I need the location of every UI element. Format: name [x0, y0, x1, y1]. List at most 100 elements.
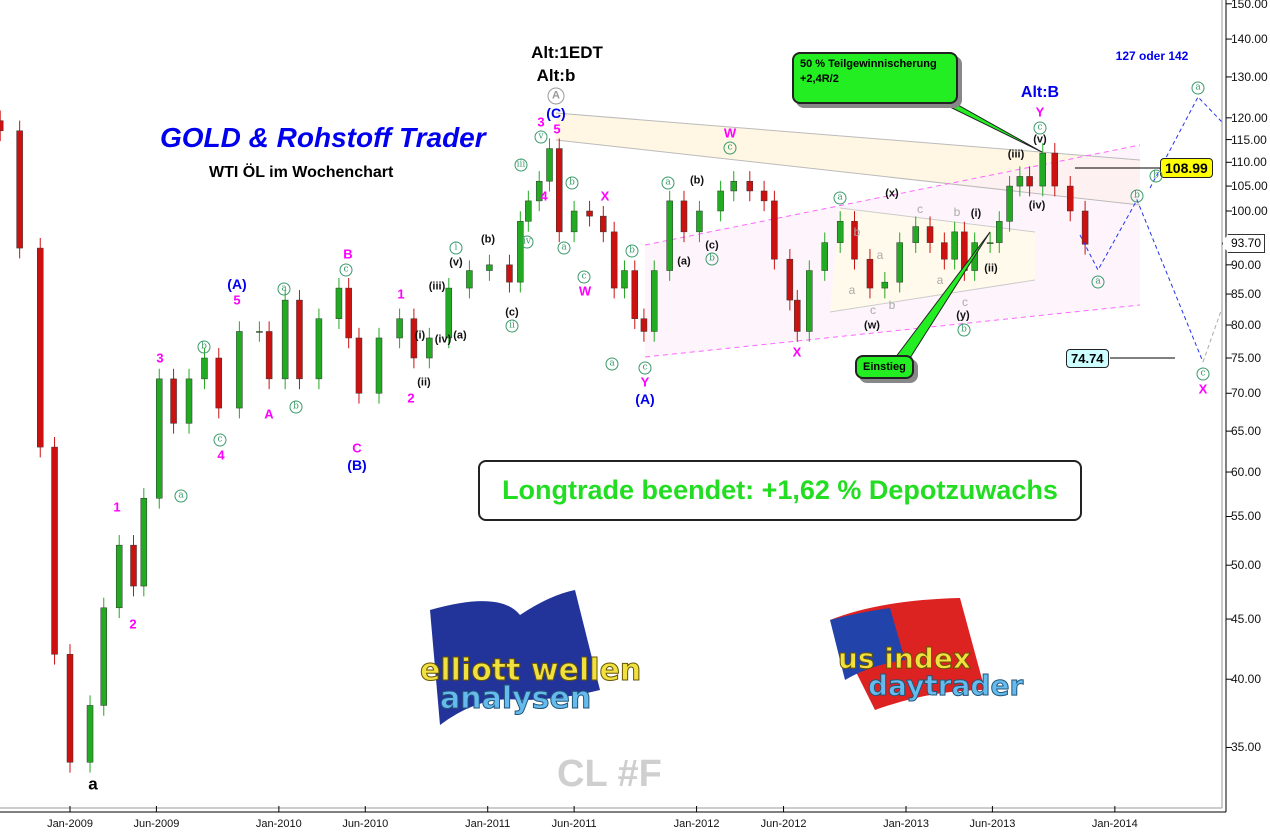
wave-label: b: [957, 323, 971, 337]
y-tick-label: 105.00: [1231, 179, 1268, 194]
wave-label: a: [174, 489, 188, 503]
wave-label: a: [277, 282, 291, 296]
x-tick-label: Jan-2011: [465, 818, 511, 830]
candle-body: [296, 299, 303, 380]
candle-body: [215, 357, 223, 409]
wave-label: X: [792, 344, 802, 360]
candle-body: [355, 337, 363, 394]
wave-label: 1: [113, 499, 121, 515]
candle-body: [410, 318, 418, 359]
candle-body: [170, 378, 177, 424]
wave-label: b: [705, 252, 719, 266]
chart-subtitle: WTI ÖL im Wochenchart: [209, 164, 394, 181]
symbol-label: CL #F: [557, 753, 662, 795]
candle-body: [375, 337, 383, 394]
wave-label: a: [936, 273, 944, 287]
wave-label: 4: [540, 188, 548, 204]
x-tick-label: Jun-2013: [969, 818, 1016, 830]
wave-label: b: [953, 205, 961, 219]
candle-body: [426, 337, 433, 359]
y-tick-label: 120.00: [1231, 110, 1268, 125]
target-text: 127 oder 142: [1115, 49, 1189, 63]
y-tick-label: 150.00: [1231, 0, 1268, 11]
wave-label: b: [888, 298, 896, 312]
wave-label: c: [917, 202, 923, 216]
candle-body: [996, 221, 1003, 243]
x-tick-label: Jun-2011: [551, 818, 597, 830]
wave-label: (A): [227, 276, 247, 292]
price-tag-108: 108.99: [1160, 158, 1213, 178]
wave-label: c: [339, 263, 353, 277]
projection-path-1: [1079, 198, 1204, 363]
alt-b-label: Alt:b: [536, 66, 576, 85]
candle-body: [130, 544, 137, 587]
wave-label: (c): [505, 306, 519, 319]
wave-label: (v): [449, 256, 463, 269]
y-tick-label: 90.00: [1231, 257, 1262, 272]
candle-body: [951, 231, 958, 260]
candle-body: [486, 264, 493, 271]
wave-label: (iii): [428, 280, 446, 293]
wave-label: a: [1091, 275, 1105, 289]
current-price-tag: 93.70: [1222, 234, 1266, 253]
y-tick-label: 80.00: [1231, 318, 1262, 333]
y-tick-label: 35.00: [1231, 740, 1262, 755]
y-tick-label: 45.00: [1231, 612, 1262, 627]
candle-body: [265, 331, 273, 380]
candle-body: [794, 299, 801, 332]
candle-body: [666, 200, 673, 271]
candle-body: [546, 148, 553, 182]
candle-body: [621, 270, 628, 289]
x-tick-label: Jan-2012: [673, 818, 720, 830]
candle-body: [881, 281, 889, 289]
candle-body: [746, 180, 754, 192]
wave-label: b: [625, 244, 639, 258]
svg-text:us index: us index: [838, 642, 971, 675]
wave-label: 2: [407, 390, 415, 406]
x-tick-label: Jan-2013: [883, 818, 929, 830]
candle-body: [600, 215, 607, 233]
candle-body: [36, 247, 44, 448]
wave-label: (ii): [984, 262, 998, 275]
y-tick-label: 60.00: [1231, 465, 1262, 480]
candle-body: [730, 180, 738, 192]
candle-body: [345, 287, 352, 339]
wave-label: c: [870, 303, 876, 317]
wave-label: 3: [537, 114, 545, 130]
y-tick-label: 65.00: [1231, 424, 1262, 439]
wave-label: c: [577, 270, 591, 284]
candle-body: [51, 446, 58, 655]
wave-label: ii: [505, 319, 519, 333]
wave-label: iii: [514, 158, 528, 172]
wave-label: (B): [347, 457, 367, 473]
wave-label: (b): [480, 233, 496, 246]
candle-body: [535, 180, 543, 202]
wave-label: (w): [864, 319, 880, 332]
candle-body: [866, 258, 874, 289]
alt-B-label: Alt:B: [1020, 84, 1060, 101]
candle-body: [941, 242, 948, 260]
wave-label: (i): [970, 207, 982, 220]
y-tick-label: 115.00: [1231, 132, 1267, 147]
axes: [0, 0, 1232, 813]
candle-body: [926, 226, 934, 243]
wave-label: (a): [453, 329, 467, 342]
candle-body: [696, 210, 703, 233]
wave-label: v: [534, 130, 548, 144]
wave-label: b: [1149, 169, 1163, 183]
wave-label: (i): [414, 329, 426, 342]
candle-body: [100, 607, 108, 706]
candle-body: [525, 200, 532, 222]
inner-channel-fill: [830, 208, 1035, 312]
alt-1edt-label: Alt:1EDT: [531, 43, 603, 62]
svg-text:daytrader: daytrader: [868, 669, 1023, 702]
wave-label: c: [638, 361, 652, 375]
wave-label: 5: [233, 292, 241, 308]
candle-body: [836, 221, 844, 243]
profit-callout-line1: 50 % Teilgewinnischerung: [800, 58, 937, 70]
entry-callout: Einstieg: [855, 355, 914, 379]
candle-body: [896, 242, 903, 283]
candle-body: [650, 270, 658, 332]
